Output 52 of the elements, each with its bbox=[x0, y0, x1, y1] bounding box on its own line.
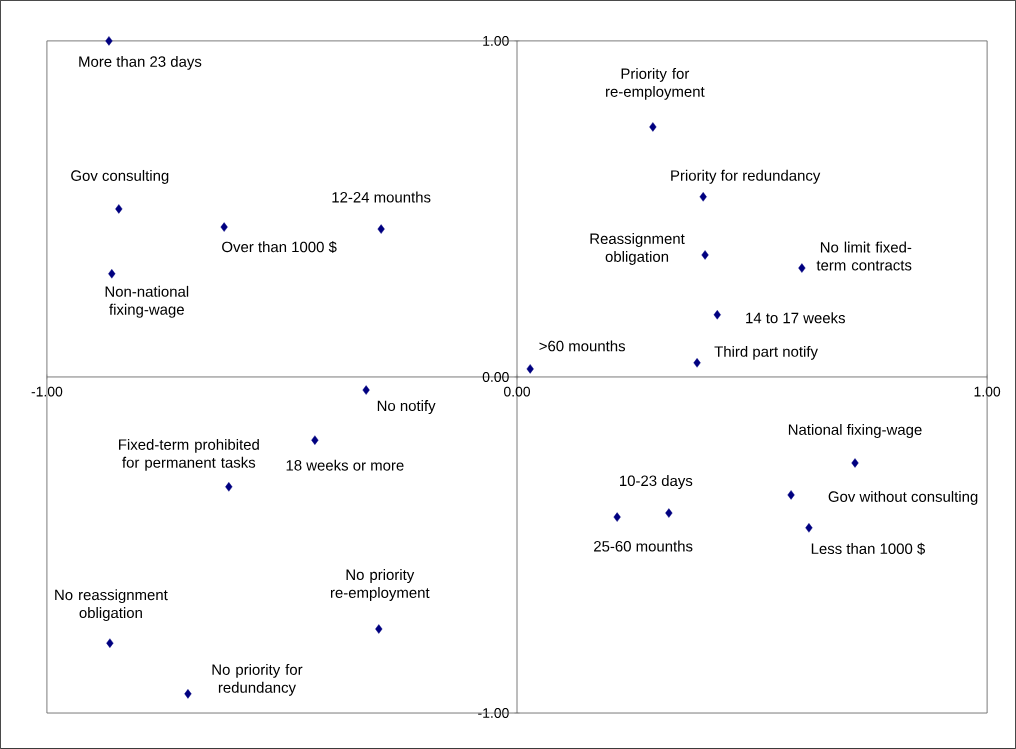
x-tick-label: 0.00 bbox=[503, 386, 531, 397]
x-tick-label: 1.00 bbox=[974, 386, 1001, 397]
point bbox=[377, 224, 385, 234]
annotation: Priority for re-employment bbox=[606, 68, 705, 100]
annotation: Over than 1000 $ bbox=[222, 241, 337, 254]
annotation: No notify bbox=[377, 400, 436, 415]
annotation: No priority re-employment bbox=[330, 569, 430, 601]
point bbox=[105, 36, 113, 46]
point bbox=[220, 222, 228, 232]
point bbox=[375, 624, 383, 634]
point bbox=[787, 490, 795, 500]
annotation: Priority for redundancy bbox=[671, 169, 821, 184]
y-tick-label: 1.00 bbox=[483, 35, 509, 46]
point bbox=[106, 638, 114, 648]
annotation: No limit fixed-term contracts bbox=[816, 241, 912, 271]
point bbox=[362, 385, 370, 395]
y-tick-label: 0.00 bbox=[482, 372, 509, 382]
y-tick-label: -1.00 bbox=[478, 708, 509, 718]
annotation: Gov consulting bbox=[71, 169, 169, 184]
point bbox=[665, 508, 673, 518]
annotation: Gov without consulting bbox=[828, 490, 978, 505]
point bbox=[798, 263, 806, 273]
point bbox=[613, 512, 621, 522]
annotation: Fixed-term prohibited for permanent tasks bbox=[119, 438, 259, 471]
point bbox=[713, 310, 721, 320]
annotation: 25-60 mounths bbox=[594, 540, 693, 552]
annotation: 14 to 17 weeks bbox=[746, 312, 845, 324]
annotation: >60 mounths bbox=[539, 340, 626, 352]
point bbox=[851, 458, 859, 468]
point bbox=[693, 358, 701, 368]
point bbox=[701, 250, 709, 260]
point bbox=[699, 192, 707, 202]
annotation: Non-national fixing-wage bbox=[105, 285, 189, 318]
point bbox=[805, 523, 813, 533]
annotation: Third part notify bbox=[714, 345, 818, 360]
annotation: 18 weeks or more bbox=[286, 459, 404, 471]
point bbox=[184, 689, 192, 699]
point bbox=[115, 204, 123, 214]
point bbox=[225, 482, 233, 492]
point bbox=[526, 364, 534, 374]
point bbox=[311, 435, 319, 445]
point bbox=[108, 269, 116, 279]
annotation: Reassignment obligation bbox=[590, 233, 685, 265]
x-tick-label: -1.00 bbox=[31, 386, 63, 397]
point bbox=[649, 122, 657, 132]
annotation: No priority for redundancy bbox=[212, 663, 303, 696]
annotation: National fixing-wage bbox=[788, 424, 922, 438]
annotation: 12-24 mounths bbox=[332, 191, 431, 203]
annotation: No reassignment obligation bbox=[55, 589, 168, 622]
annotation: Less than 1000 $ bbox=[811, 542, 926, 555]
annotation: 10-23 days bbox=[620, 475, 693, 490]
annotation: More than 23 days bbox=[79, 55, 202, 70]
